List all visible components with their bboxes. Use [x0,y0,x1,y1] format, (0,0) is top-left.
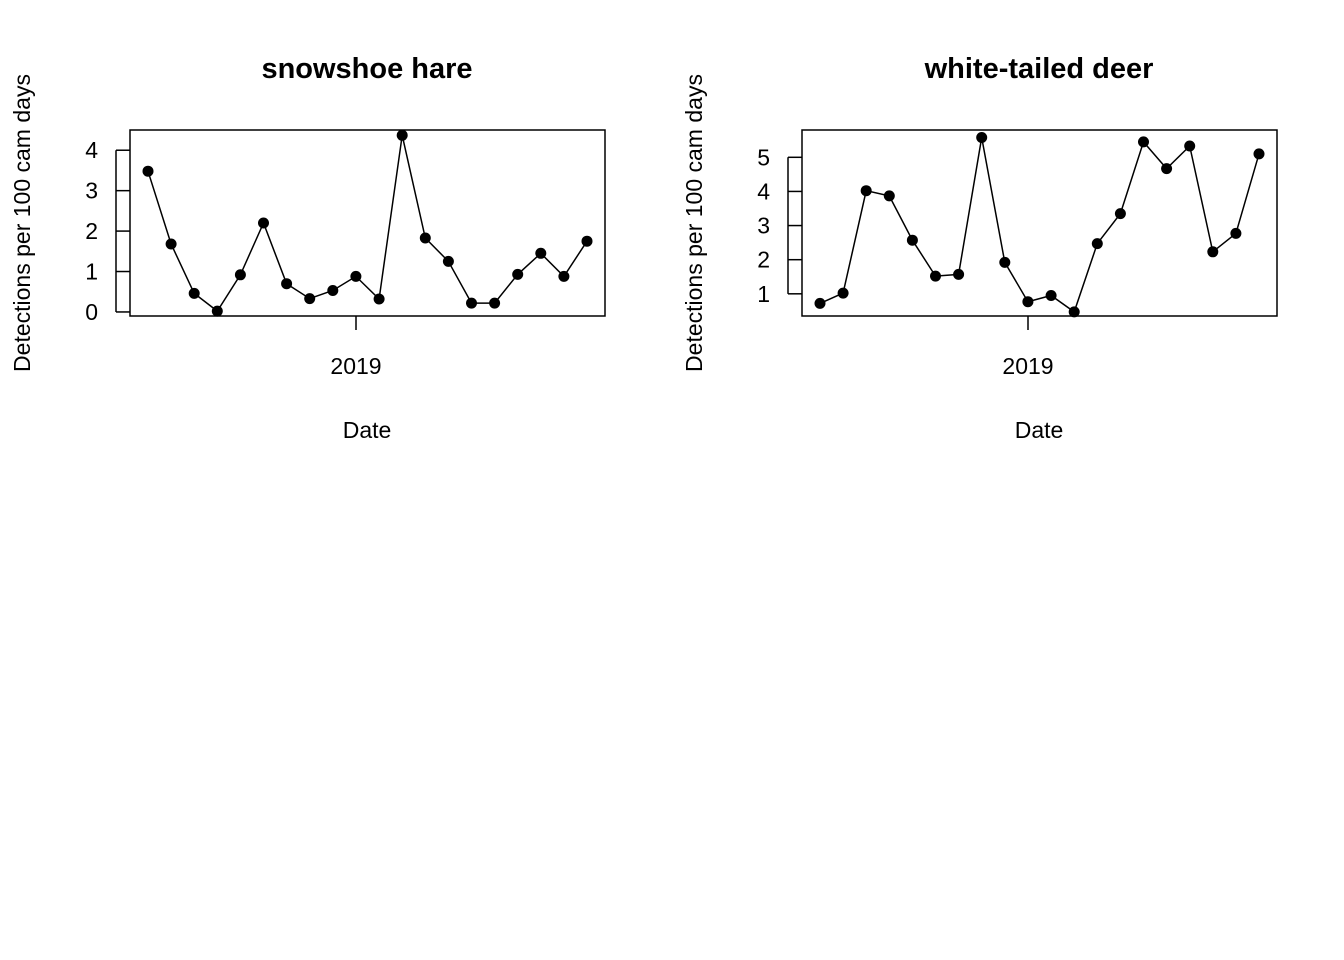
chart-title: snowshoe hare [261,53,472,85]
y-tick-label: 3 [85,178,98,204]
data-point [581,235,593,247]
data-point [837,287,849,299]
data-point [1114,208,1126,220]
data-point [165,238,177,250]
plot-frame [801,129,1278,317]
data-point [814,297,826,309]
y-tick-label: 4 [85,137,98,163]
data-point [466,297,477,309]
data-point [1161,163,1173,175]
y-tick-label: 2 [85,218,98,244]
data-point [1138,136,1149,148]
data-point [419,232,431,244]
x-axis-label: Date [1015,417,1064,443]
data-point [234,269,246,281]
y-tick-label: 2 [757,247,770,273]
chart-title: white-tailed deer [924,53,1154,85]
data-point [1207,246,1219,258]
x-axis: 2019 [330,316,382,379]
y-tick-label: 0 [85,299,98,325]
x-axis-label: Date [343,417,392,443]
chart-panel-snowshoe-hare: snowshoe hare 0 1 2 3 4 2019 Date Detections… [9,53,606,443]
y-axis: 1 2 3 4 5 [757,144,802,307]
x-tick-label: 2019 [330,353,381,379]
data-point [860,185,872,197]
data-point [512,268,524,280]
data-point [373,293,385,305]
data-point [1184,140,1196,152]
data-point [1045,290,1057,301]
data-point [281,278,293,290]
data-point [535,247,547,259]
data-point [258,217,269,229]
data-point [188,287,200,299]
data-point [1068,306,1080,318]
series-line [147,135,588,313]
data-point [883,190,895,202]
chart-panel-white-tailed-deer: white-tailed deer 1 2 3 4 5 2019 Date Detect… [681,53,1278,443]
series-line [819,137,1260,314]
y-axis-label: Detections per 100 cam days [681,74,707,372]
data-series [814,132,1265,318]
y-tick-label: 4 [757,178,770,204]
x-axis: 2019 [1002,316,1054,379]
data-point [953,268,965,280]
y-axis: 0 1 2 3 4 [85,137,130,325]
data-point [442,255,454,267]
data-point [1253,148,1265,160]
data-point [1091,238,1103,250]
data-point [350,270,362,282]
data-point [211,305,223,317]
data-point [1230,227,1242,239]
y-tick-label: 3 [757,213,770,239]
data-point [930,270,941,282]
y-tick-label: 1 [85,259,98,285]
data-point [327,285,339,296]
y-axis-label: Detections per 100 cam days [9,74,35,372]
data-series [142,129,593,317]
data-point [489,297,501,309]
plot-frame [129,129,606,317]
data-point [558,270,570,282]
y-tick-label: 5 [757,144,770,170]
data-point [999,256,1011,268]
data-point [1022,296,1034,308]
data-point [906,234,918,246]
x-tick-label: 2019 [1002,353,1053,379]
data-point [976,132,988,143]
data-point [396,129,408,141]
y-tick-label: 1 [757,281,770,307]
data-point [142,165,154,177]
data-point [304,293,316,305]
